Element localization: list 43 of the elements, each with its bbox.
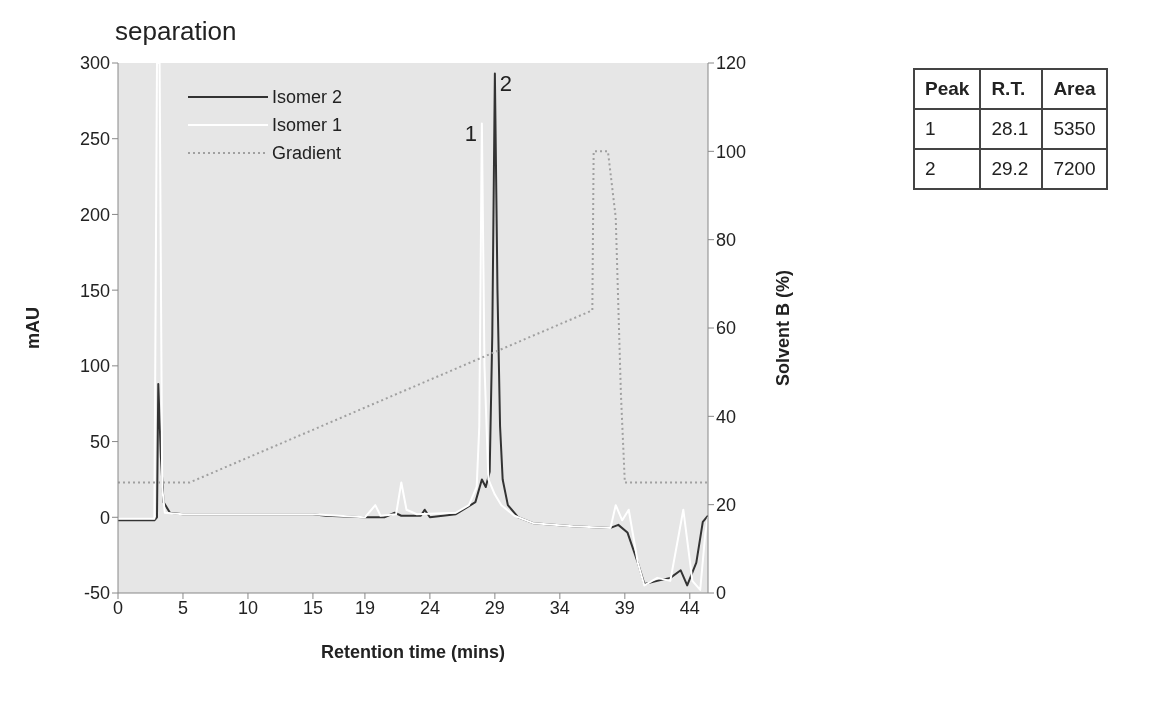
x-tick-label: 19 — [354, 597, 375, 618]
annotation: 2 — [499, 71, 513, 97]
x-tick-label: 10 — [237, 597, 258, 618]
y2-tick-label: 100 — [716, 141, 747, 162]
text: 28.1 — [980, 109, 1043, 149]
legend-label: Gradient — [272, 142, 342, 164]
x-tick-label: 34 — [549, 597, 570, 618]
y-axis-title: mAU — [23, 306, 44, 350]
x-axis-title: Retention time (mins) — [320, 642, 506, 662]
y-tick-label: -50 — [83, 583, 110, 604]
text: R.T. — [980, 69, 1043, 109]
y2-tick-label: 20 — [716, 495, 737, 516]
y2-tick-label: 60 — [716, 318, 737, 339]
y2-tick-label: 80 — [716, 230, 737, 251]
legend-label: Isomer 2 — [272, 86, 343, 108]
text: Peak — [914, 69, 981, 109]
annotation: 1 — [464, 121, 477, 147]
y2-axis-title: Solvent B (%) — [773, 269, 794, 387]
text: 29.2 — [980, 149, 1043, 189]
text: 5350 — [1042, 109, 1107, 149]
text: 2 — [914, 149, 981, 189]
legend-label: Isomer 1 — [272, 114, 343, 136]
x-tick-label: 39 — [614, 597, 635, 618]
y-tick-label: 100 — [79, 356, 110, 377]
x-tick-label: 15 — [302, 597, 323, 618]
text: Area — [1042, 69, 1107, 109]
y-tick-label: 250 — [79, 129, 110, 150]
y-tick-label: 200 — [79, 204, 110, 225]
chart-title: separation — [115, 16, 237, 47]
text: 1 — [914, 109, 981, 149]
x-tick-label: 24 — [419, 597, 440, 618]
y-tick-label: 50 — [89, 431, 110, 452]
x-tick-label: 5 — [177, 597, 188, 618]
x-tick-label: 44 — [679, 597, 700, 618]
x-tick-label: 29 — [484, 597, 505, 618]
text: 7200 — [1042, 149, 1107, 189]
y2-tick-label: 0 — [716, 583, 727, 604]
y2-tick-label: 120 — [716, 53, 747, 74]
y-tick-label: 300 — [79, 53, 110, 74]
y2-tick-label: 40 — [716, 406, 737, 427]
y-tick-label: 150 — [79, 280, 110, 301]
y-tick-label: 0 — [99, 507, 110, 528]
x-tick-label: 0 — [112, 597, 124, 618]
